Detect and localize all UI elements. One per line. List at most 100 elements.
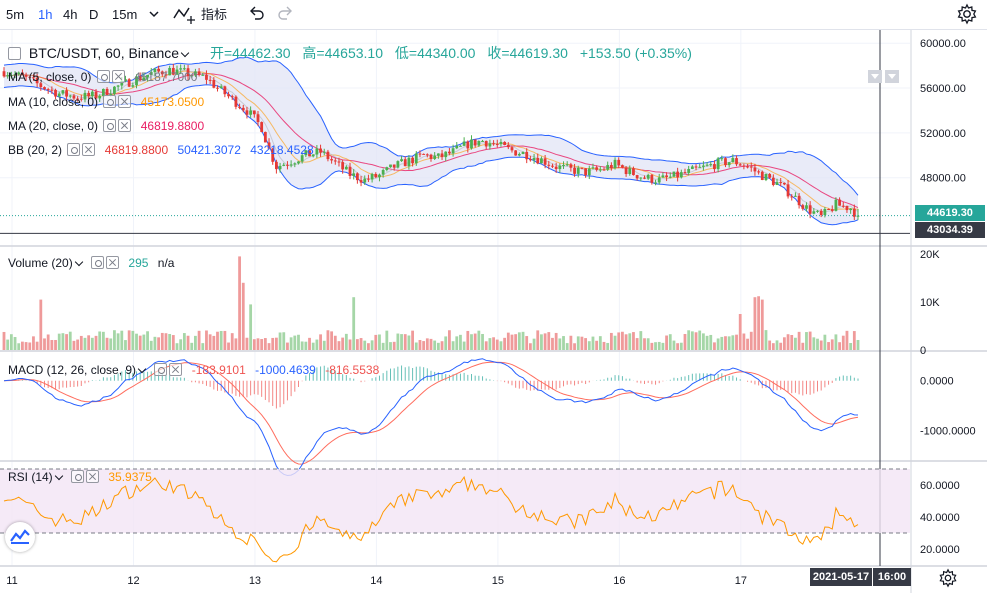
volume-bar <box>370 340 374 350</box>
candle <box>713 160 716 173</box>
legend-macd-label[interactable]: MACD (12, 26, close, 9) <box>8 363 137 377</box>
indicators-icon[interactable] <box>172 4 198 29</box>
legend-rsi-label[interactable]: RSI (14) <box>8 470 53 484</box>
candle-body <box>149 72 153 75</box>
volume-bar <box>856 339 860 350</box>
volume-bar <box>212 335 216 350</box>
candle-body <box>304 150 308 156</box>
undo-icon[interactable] <box>248 4 266 29</box>
gear-icon[interactable] <box>91 256 105 269</box>
candle-body <box>32 77 35 79</box>
volume-bar <box>440 341 444 350</box>
gear-icon[interactable] <box>71 470 85 483</box>
candle-body <box>617 159 621 166</box>
interval-4h[interactable]: 4h <box>63 7 78 22</box>
gear-icon[interactable] <box>103 119 117 132</box>
chevron-down-icon[interactable] <box>74 257 83 267</box>
candle <box>392 164 396 171</box>
symbol-label[interactable]: BTC/USDT, 60, Binance <box>28 45 180 61</box>
candle-body <box>83 92 87 100</box>
candle <box>812 208 816 215</box>
close-icon[interactable] <box>118 119 132 132</box>
candle <box>308 150 311 157</box>
volume-bar <box>205 330 208 350</box>
close-icon[interactable] <box>82 143 96 156</box>
candle <box>116 84 120 91</box>
chart-canvas[interactable]: 60000.00 56000.00 52000.00 48000.00 20K 10K 0 0… <box>0 30 987 593</box>
candle-body <box>411 157 414 164</box>
candle-body <box>838 199 841 206</box>
macd-panel <box>3 358 859 476</box>
close-icon[interactable] <box>118 95 132 108</box>
candle <box>459 145 462 147</box>
tradingview-logo-icon[interactable] <box>5 522 35 552</box>
legend-bb-label[interactable]: BB (20, 2) <box>8 143 63 157</box>
candle <box>635 174 639 181</box>
legend-ma20-label[interactable]: MA (20, close, 0) <box>8 119 99 133</box>
volume-bar <box>333 335 337 350</box>
interval-15m[interactable]: 15m <box>112 7 138 22</box>
price-tick-label: 60000.00 <box>920 38 966 50</box>
indicators-button[interactable]: 指标 <box>201 7 228 22</box>
candle <box>495 139 499 148</box>
candle-body <box>293 163 297 165</box>
volume-bar <box>771 343 775 350</box>
interval-1h[interactable]: 1h <box>38 7 53 22</box>
volume-bar <box>76 339 80 350</box>
legend-volume-label[interactable]: Volume (20) <box>8 256 73 270</box>
candle-body <box>197 71 201 75</box>
gear-icon[interactable] <box>103 95 117 108</box>
volume-bar <box>632 332 635 350</box>
candle-body <box>68 95 72 97</box>
maximize-pane-icon[interactable] <box>885 70 899 83</box>
gear-icon[interactable] <box>67 143 81 156</box>
gear-icon[interactable] <box>96 70 110 83</box>
legend-ma5-label[interactable]: MA (5, close, 0) <box>8 70 92 84</box>
volume-bar <box>764 330 768 350</box>
candle-body <box>801 205 805 209</box>
candle-body <box>665 175 668 178</box>
interval-5m[interactable]: 5m <box>6 7 25 22</box>
collapse-icon[interactable] <box>8 47 21 60</box>
interval-d[interactable]: D <box>89 7 99 22</box>
chevron-down-icon[interactable] <box>148 4 160 29</box>
crosshair-date-tag: 2021-05-17 <box>810 568 872 586</box>
chevron-down-icon[interactable] <box>180 48 190 58</box>
candle <box>771 174 775 187</box>
collapse-pane-icon[interactable] <box>868 70 882 83</box>
candle <box>230 94 234 101</box>
candle <box>628 165 632 176</box>
candle-body <box>819 210 823 215</box>
close-icon[interactable] <box>106 256 120 269</box>
volume-bar <box>676 343 680 350</box>
candle <box>794 192 797 197</box>
candle-body <box>135 76 138 86</box>
settings-gear-icon[interactable] <box>956 3 978 30</box>
volume-bar <box>562 336 565 350</box>
candle-body <box>219 86 223 89</box>
axis-settings-gear-icon[interactable] <box>938 568 958 593</box>
legend-ma10-label[interactable]: MA (10, close, 0) <box>8 95 99 109</box>
candle-body <box>738 164 742 166</box>
close-icon[interactable] <box>86 470 100 483</box>
volume-bar <box>565 343 569 350</box>
redo-icon[interactable] <box>276 4 294 29</box>
volume-bar <box>120 330 124 350</box>
chevron-down-icon[interactable] <box>54 471 63 481</box>
close-icon[interactable] <box>111 70 125 83</box>
close-icon[interactable] <box>169 363 183 376</box>
candle <box>352 169 356 180</box>
candle <box>359 176 363 187</box>
volume-bar <box>738 314 742 350</box>
candle-body <box>683 172 687 174</box>
volume-bar <box>495 339 499 350</box>
candle <box>315 145 319 158</box>
volume-bar <box>227 342 230 350</box>
chevron-down-icon[interactable] <box>137 364 147 374</box>
candle-body <box>797 195 801 206</box>
candle <box>816 210 819 213</box>
gear-icon[interactable] <box>154 363 168 376</box>
candle <box>451 144 455 157</box>
candle <box>668 172 672 179</box>
volume-bar <box>21 341 24 350</box>
